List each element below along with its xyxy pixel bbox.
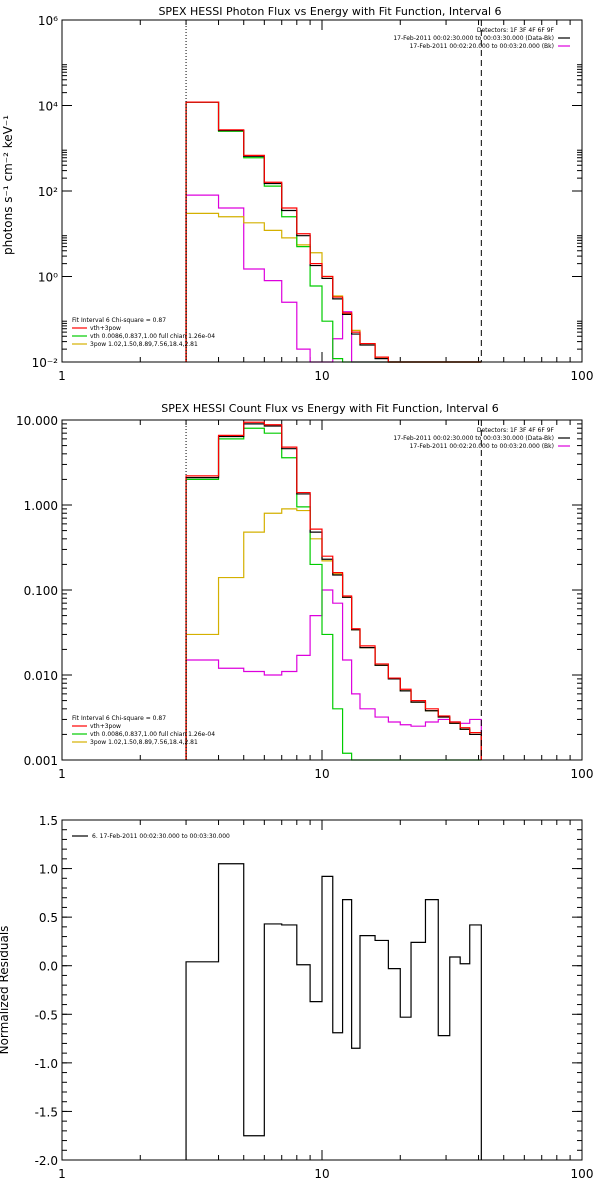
legend-entry-label: Fit Interval 6 Chi-square = 0.87 bbox=[72, 317, 166, 324]
y-tick-label: 10⁻² bbox=[32, 356, 59, 370]
y-tick-label: -1.0 bbox=[35, 1057, 58, 1071]
y-tick-label: 10.000 bbox=[16, 414, 58, 428]
axis-ticks: 1 10 100 -2.0 -1.5 -1.0 -0.5 0.0 0.5 1.0 1.5 bbox=[35, 814, 594, 1181]
y-tick-label: -1.5 bbox=[35, 1105, 58, 1119]
y-tick-label: -0.5 bbox=[35, 1008, 58, 1022]
y-tick-label: 0.0 bbox=[39, 960, 58, 974]
residuals-panel: Normalized Residuals 1 10 100 -2.0 -1.5 -1.0 -… bbox=[0, 814, 593, 1181]
legend: 6. 17-Feb-2011 00:02:30.000 to 00:03:30.… bbox=[72, 833, 230, 840]
count-flux-panel: SPEX HESSI Count Flux vs Energy with Fit… bbox=[16, 402, 593, 781]
legend-entry-label: 6. 17-Feb-2011 00:02:30.000 to 00:03:30.… bbox=[92, 833, 230, 840]
y-tick-label: 0.100 bbox=[24, 584, 58, 598]
y-tick-label: 1.000 bbox=[24, 499, 58, 513]
legend-entry-label: vth+3pow bbox=[90, 723, 121, 730]
x-tick-label: 100 bbox=[571, 767, 594, 781]
x-tick-label: 100 bbox=[571, 369, 594, 383]
x-tick-label: 1 bbox=[58, 1167, 66, 1181]
plot-frame bbox=[61, 819, 583, 1161]
plot-frame bbox=[61, 19, 583, 363]
series-black-line bbox=[185, 863, 482, 1160]
series-red-line bbox=[185, 101, 482, 363]
legend-entry-label: Fit Interval 6 Chi-square = 0.87 bbox=[72, 715, 166, 722]
series-black-line bbox=[185, 423, 482, 760]
legend-entry-label: 17-Feb-2011 00:02:20.000 to 00:03:20.000… bbox=[410, 43, 554, 50]
plot-frame bbox=[61, 419, 583, 761]
legend-entry-label: Detectors: 1F 3F 4F 6F 9F bbox=[477, 427, 555, 434]
legend-entry-label: vth 0.0086,0.837,1.00 full chian 1.26e-0… bbox=[90, 731, 215, 738]
series-group bbox=[185, 421, 482, 761]
legend-entry-label: Detectors: 1F 3F 4F 6F 9F bbox=[477, 27, 555, 34]
y-tick-label: 10⁴ bbox=[38, 100, 58, 114]
series-yellow-line bbox=[185, 212, 482, 363]
legend-entry-label: 17-Feb-2011 00:02:30.000 to 00:03:30.000… bbox=[393, 435, 554, 442]
y-tick-label: 0.001 bbox=[24, 754, 58, 768]
y-tick-label: 1.0 bbox=[39, 863, 58, 877]
chart-title: SPEX HESSI Count Flux vs Energy with Fit… bbox=[161, 402, 498, 415]
x-tick-label: 10 bbox=[314, 1167, 329, 1181]
chart-title: SPEX HESSI Photon Flux vs Energy with Fi… bbox=[158, 5, 501, 18]
reference-lines bbox=[185, 420, 482, 760]
legend-entry-label: 3pow 1.02,1.50,8.89,7.56,18.4,2.81 bbox=[90, 341, 198, 348]
legend-entry-label: 17-Feb-2011 00:02:30.000 to 00:03:30.000… bbox=[393, 35, 554, 42]
series-group bbox=[185, 101, 482, 363]
series-black-line bbox=[185, 101, 482, 363]
x-tick-label: 1 bbox=[58, 369, 66, 383]
y-tick-label: 1.5 bbox=[39, 814, 58, 828]
x-tick-label: 1 bbox=[58, 767, 66, 781]
series-magenta-line bbox=[185, 589, 482, 760]
y-tick-label: 0.5 bbox=[39, 911, 58, 925]
x-tick-label: 10 bbox=[314, 767, 329, 781]
legend-entry-label: vth 0.0086,0.837,1.00 full chian 1.26e-0… bbox=[90, 333, 215, 340]
series-group bbox=[185, 863, 482, 1160]
y-tick-label: 10² bbox=[38, 185, 58, 199]
series-green-line bbox=[185, 101, 482, 363]
y-tick-label: -2.0 bbox=[35, 1154, 58, 1168]
series-red-line bbox=[185, 421, 482, 760]
x-tick-label: 100 bbox=[571, 1167, 594, 1181]
y-tick-label: 10⁶ bbox=[38, 14, 58, 28]
reference-lines bbox=[185, 20, 482, 362]
x-tick-label: 10 bbox=[314, 369, 329, 383]
axis-ticks: 1 10 100 0.001 0.010 0.100 1.000 10.000 bbox=[16, 414, 593, 781]
legend-entry-label: vth+3pow bbox=[90, 325, 121, 332]
photon-flux-panel: SPEX HESSI Photon Flux vs Energy with Fi… bbox=[1, 5, 593, 383]
y-tick-label: 10⁰ bbox=[38, 271, 58, 285]
y-axis-label: Normalized Residuals bbox=[0, 926, 11, 1055]
legend-entry-label: 17-Feb-2011 00:02:20.000 to 00:03:20.000… bbox=[410, 443, 554, 450]
y-axis-label: photons s⁻¹ cm⁻² keV⁻¹ bbox=[1, 115, 15, 255]
legend-entry-label: 3pow 1.02,1.50,8.89,7.56,18.4,2.81 bbox=[90, 739, 198, 746]
y-tick-label: 0.010 bbox=[24, 669, 58, 683]
series-magenta-line bbox=[185, 194, 482, 363]
